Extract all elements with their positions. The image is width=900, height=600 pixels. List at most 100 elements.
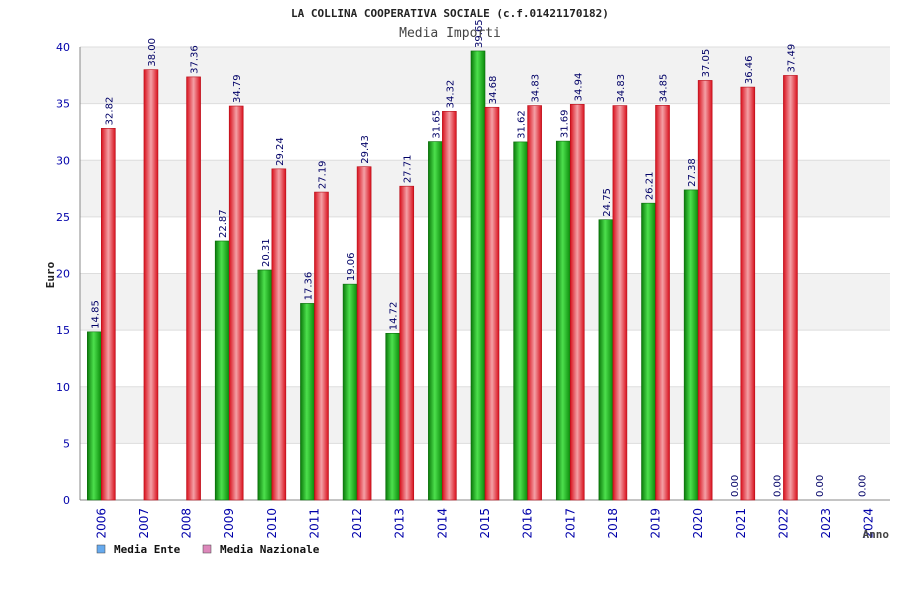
chart-subtitle: Media Importi (399, 26, 501, 41)
legend-swatch-media-ente (96, 544, 106, 554)
bar-media-ente (214, 240, 230, 501)
data-label-media-nazionale: 34.83 (531, 74, 542, 103)
data-label-media-nazionale: 27.71 (403, 155, 414, 184)
data-label-media-ente: 0.00 (730, 475, 741, 497)
data-label-media-ente: 39.65 (474, 19, 485, 48)
bar-media-nazionale (271, 168, 287, 501)
x-tick-label: 2021 (734, 508, 748, 539)
x-tick-label: 2024 (862, 508, 876, 539)
data-label-media-ente: 0.00 (772, 475, 783, 497)
bar-media-ente (87, 331, 102, 501)
bar-media-nazionale (740, 86, 756, 501)
bar-media-ente (300, 303, 315, 501)
bars (87, 50, 798, 501)
data-label-media-ente: 31.65 (431, 110, 442, 139)
data-label-media-nazionale: 37.49 (786, 44, 797, 73)
bar-media-nazionale (612, 105, 628, 501)
bar-media-nazionale (527, 105, 542, 501)
legend-label-media-ente: Media Ente (114, 543, 181, 556)
x-tick-label: 2020 (691, 508, 705, 539)
y-tick-label: 30 (56, 154, 70, 167)
legend: Media Ente Media Nazionale (96, 543, 320, 556)
data-labels: 14.85 22.87 20.31 17.36 19.06 14.72 31.65 39.65… (90, 19, 868, 497)
y-axis-label: Euro (44, 261, 57, 288)
x-tick-label: 2023 (819, 508, 833, 539)
x-tick-label: 2019 (649, 508, 663, 539)
data-label-media-nazionale: 29.43 (360, 135, 371, 164)
data-label-media-nazionale: 34.79 (232, 74, 243, 103)
x-tick-label: 2012 (350, 508, 364, 539)
bar-media-nazionale (569, 104, 585, 501)
bar-media-ente (470, 50, 486, 501)
bar-media-ente (683, 189, 699, 501)
data-label-media-ente: 0.00 (858, 475, 869, 497)
y-tick-label: 0 (63, 494, 70, 507)
bar-media-nazionale (399, 185, 415, 501)
data-label-media-ente: 24.75 (602, 188, 613, 217)
x-tick-label: 2006 (94, 508, 108, 539)
bar-media-nazionale (101, 128, 116, 501)
x-axis-label: Anno (863, 528, 890, 541)
bar-media-ente (428, 141, 443, 501)
data-label-media-nazionale: 34.85 (659, 74, 670, 103)
data-label-media-nazionale: 34.83 (616, 74, 627, 103)
legend-swatch-media-nazionale (202, 544, 212, 554)
bar-media-nazionale (228, 105, 244, 501)
legend-label-media-nazionale: Media Nazionale (220, 543, 320, 556)
bar-media-nazionale (186, 76, 201, 501)
y-tick-label: 10 (56, 381, 70, 394)
data-label-media-nazionale: 34.94 (573, 73, 584, 102)
bar-media-ente (513, 141, 528, 501)
x-tick-label: 2014 (435, 508, 449, 539)
bar-media-nazionale (442, 111, 457, 501)
x-tick-label: 2013 (393, 508, 407, 539)
bar-media-ente (641, 202, 656, 501)
bar-media-ente (385, 332, 401, 501)
data-label-media-nazionale: 38.00 (147, 38, 158, 67)
data-label-media-ente: 26.21 (645, 172, 656, 201)
data-label-media-nazionale: 34.68 (488, 76, 499, 105)
data-label-media-ente: 19.06 (346, 253, 357, 282)
data-label-media-ente: 20.31 (261, 238, 272, 267)
bar-media-nazionale (783, 75, 798, 501)
bar-media-ente (598, 219, 614, 501)
x-tick-label: 2008 (180, 508, 194, 539)
y-tick-label: 25 (56, 211, 70, 224)
data-label-media-nazionale: 29.24 (275, 137, 286, 166)
bar-media-ente (555, 140, 571, 501)
y-tick-labels: 0 5 10 15 20 25 30 35 40 (56, 41, 70, 507)
y-tick-label: 35 (56, 98, 70, 111)
data-label-media-nazionale: 37.05 (701, 49, 712, 78)
data-label-media-nazionale: 32.82 (104, 97, 115, 126)
bar-media-nazionale (314, 191, 329, 501)
bar-media-ente (257, 269, 273, 501)
x-tick-label: 2009 (222, 508, 236, 539)
data-label-media-ente: 27.38 (687, 158, 698, 187)
data-label-media-ente: 0.00 (815, 475, 826, 497)
bar-media-nazionale (484, 106, 500, 501)
y-tick-label: 40 (56, 41, 70, 54)
bar-media-nazionale (143, 69, 159, 501)
x-tick-label: 2017 (563, 508, 577, 539)
data-label-media-nazionale: 37.36 (190, 45, 201, 74)
chart-title: LA COLLINA COOPERATIVA SOCIALE (c.f.0142… (291, 7, 609, 20)
y-tick-label: 5 (63, 437, 70, 450)
x-tick-label: 2007 (137, 508, 151, 539)
bar-media-ente (342, 283, 358, 501)
data-label-media-ente: 22.87 (218, 209, 229, 238)
data-label-media-ente: 14.72 (389, 302, 400, 331)
data-label-media-ente: 31.62 (517, 110, 528, 139)
data-label-media-ente: 14.85 (90, 300, 101, 329)
data-label-media-ente: 17.36 (303, 272, 314, 301)
bar-media-nazionale (356, 166, 372, 501)
data-label-media-nazionale: 27.19 (317, 160, 328, 189)
x-tick-label: 2010 (265, 508, 279, 539)
x-tick-label: 2015 (478, 508, 492, 539)
data-label-media-nazionale: 34.32 (445, 80, 456, 109)
x-tick-label: 2022 (776, 508, 790, 539)
x-tick-label: 2016 (521, 508, 535, 539)
x-tick-labels: 2006 2007 2008 2009 2010 2011 2012 2013 2014 2015… (94, 508, 875, 539)
bar-media-nazionale (697, 80, 713, 501)
y-tick-label: 20 (56, 268, 70, 281)
